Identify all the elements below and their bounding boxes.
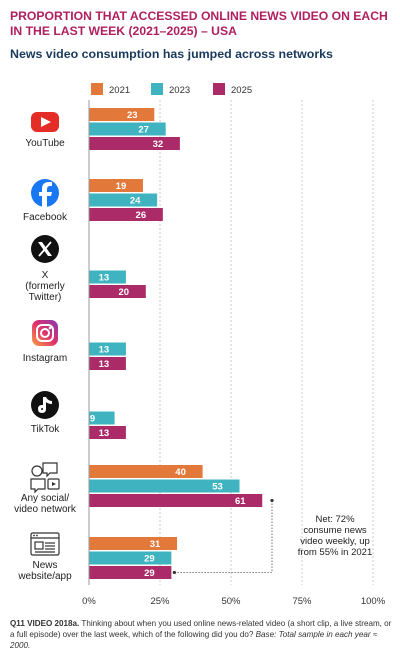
bar-group: 13 20 bbox=[89, 270, 146, 298]
footnote-base: Base: Total sample in each year ≈ 2000. bbox=[10, 630, 378, 650]
bar-2023 bbox=[89, 479, 240, 493]
annotation-text: Net: 72% bbox=[315, 514, 355, 525]
bar-group: 40 53 61 bbox=[89, 465, 263, 507]
bar-2025 bbox=[89, 285, 146, 298]
bar-chart: 0% 25% 50% 75% 100%2021 2023 20252327321924261… bbox=[14, 83, 386, 607]
bar-2021 bbox=[89, 537, 178, 550]
x-tick-label: 0% bbox=[82, 596, 96, 607]
annotation-text: consume news bbox=[303, 525, 367, 536]
chart-subtitle: News video consumption has jumped across… bbox=[10, 47, 333, 61]
x-tick-label: 75% bbox=[292, 596, 312, 607]
bar-value-label: 26 bbox=[136, 210, 147, 221]
news-website-icon bbox=[30, 532, 60, 556]
x-icon bbox=[31, 235, 59, 263]
category-label: News bbox=[32, 560, 57, 571]
bar-group: 31 29 29 bbox=[89, 537, 178, 579]
legend-label-2025: 2025 bbox=[231, 85, 252, 96]
bar-2021 bbox=[89, 465, 203, 478]
social-network-icon bbox=[30, 462, 60, 494]
youtube-icon bbox=[31, 112, 59, 132]
bar-value-label: 24 bbox=[130, 196, 141, 207]
bar-value-label: 20 bbox=[119, 287, 130, 298]
bar-value-label: 29 bbox=[144, 554, 155, 565]
gridlines bbox=[88, 100, 374, 585]
bar-2023 bbox=[89, 342, 126, 356]
bar-2025 bbox=[89, 137, 180, 150]
x-tick-label: 100% bbox=[361, 596, 386, 607]
bar-value-label: 13 bbox=[99, 273, 110, 284]
bar-2023 bbox=[89, 270, 126, 284]
bar-2025 bbox=[89, 494, 263, 507]
bar-2021 bbox=[89, 108, 155, 121]
annotation-dot bbox=[172, 570, 176, 575]
bar-group: 9 13 bbox=[89, 411, 126, 439]
chart-title: PROPORTION THAT ACCESSED ONLINE NEWS VID… bbox=[10, 9, 388, 38]
bar-value-label: 31 bbox=[150, 539, 161, 550]
legend-label-2023: 2023 bbox=[169, 85, 190, 96]
category-label: website/app bbox=[17, 571, 72, 582]
category-label: YouTube bbox=[25, 138, 65, 149]
category-label: Twitter) bbox=[29, 292, 62, 303]
x-tick-label: 50% bbox=[221, 596, 241, 607]
bar-value-label: 32 bbox=[153, 139, 164, 150]
legend-swatch-2021 bbox=[91, 83, 103, 95]
bar-2023 bbox=[89, 411, 115, 425]
bar-2023 bbox=[89, 122, 166, 136]
category-label: Facebook bbox=[23, 212, 68, 223]
legend-swatch-2023 bbox=[151, 83, 163, 95]
bar-value-label: 53 bbox=[212, 482, 223, 493]
bar-2025 bbox=[89, 208, 163, 221]
bar-value-label: 23 bbox=[127, 110, 138, 121]
bar-2021 bbox=[89, 179, 143, 192]
category-label: (formerly bbox=[25, 281, 64, 292]
bar-2025 bbox=[89, 426, 126, 439]
bar-value-label: 9 bbox=[90, 414, 95, 425]
annotation-text: from 55% in 2021 bbox=[298, 547, 372, 558]
category-label: TikTok bbox=[31, 424, 61, 435]
category-label: X bbox=[42, 270, 49, 281]
bar-value-label: 19 bbox=[116, 181, 127, 192]
facebook-icon bbox=[31, 179, 59, 207]
legend-label-2021: 2021 bbox=[109, 85, 130, 96]
instagram-icon bbox=[32, 320, 58, 346]
x-tick-label: 25% bbox=[150, 596, 170, 607]
annotation-dot bbox=[270, 498, 274, 503]
bar-2025 bbox=[89, 357, 126, 370]
bar-value-label: 40 bbox=[175, 467, 186, 478]
bar-value-label: 13 bbox=[99, 428, 110, 439]
annotation-text: video weekly, up bbox=[300, 536, 370, 547]
bar-value-label: 61 bbox=[235, 496, 246, 507]
footnote-question-id: Q11 VIDEO 2018a. bbox=[10, 619, 80, 628]
bar-2023 bbox=[89, 193, 158, 207]
bar-value-label: 27 bbox=[138, 125, 149, 136]
legend-swatch-2025 bbox=[213, 83, 225, 95]
category-label: Instagram bbox=[23, 353, 67, 364]
category-label: video network bbox=[14, 504, 77, 515]
bar-value-label: 13 bbox=[99, 345, 110, 356]
bar-value-label: 13 bbox=[99, 359, 110, 370]
footnote: Q11 VIDEO 2018a. Thinking about when you… bbox=[10, 618, 392, 651]
footnote-question-text: Thinking about when you used online news… bbox=[10, 619, 392, 639]
category-label: Any social/ bbox=[21, 493, 70, 504]
bar-2025 bbox=[89, 566, 172, 579]
bar-value-label: 29 bbox=[144, 568, 155, 579]
tiktok-icon bbox=[31, 391, 59, 419]
bar-2023 bbox=[89, 551, 172, 565]
